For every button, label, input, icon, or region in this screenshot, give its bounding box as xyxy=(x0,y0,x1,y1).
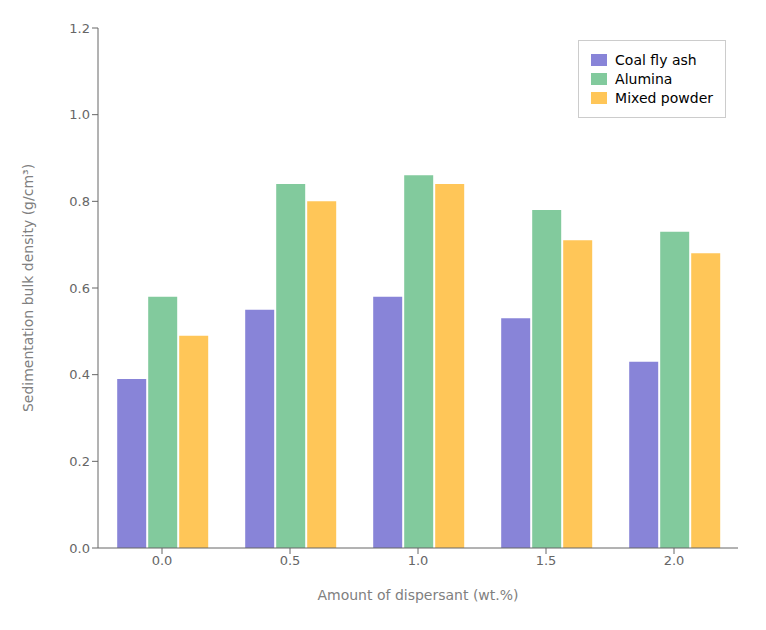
svg-text:1.0: 1.0 xyxy=(69,107,90,122)
svg-text:Sedimentation bulk density (g/: Sedimentation bulk density (g/cm³) xyxy=(20,164,36,412)
html-text:Mixed powder: Mixed powder xyxy=(615,90,713,106)
html-text:Alumina: Alumina xyxy=(615,71,673,87)
svg-text:0.2: 0.2 xyxy=(69,454,90,469)
svg-text:0.0: 0.0 xyxy=(152,553,173,568)
html-text:Coal fly ash: Coal fly ash xyxy=(615,52,697,68)
svg-text:0.0: 0.0 xyxy=(69,541,90,556)
svg-text:0.8: 0.8 xyxy=(69,194,90,209)
svg-text:0.5: 0.5 xyxy=(280,553,301,568)
svg-text:2.0: 2.0 xyxy=(664,553,685,568)
svg-text:Amount of dispersant (wt.%): Amount of dispersant (wt.%) xyxy=(317,587,518,603)
svg-text:1.0: 1.0 xyxy=(408,553,429,568)
svg-text:0.4: 0.4 xyxy=(69,367,90,382)
svg-text:1.2: 1.2 xyxy=(69,21,90,36)
svg-text:1.5: 1.5 xyxy=(536,553,557,568)
svg-text:0.6: 0.6 xyxy=(69,281,90,296)
